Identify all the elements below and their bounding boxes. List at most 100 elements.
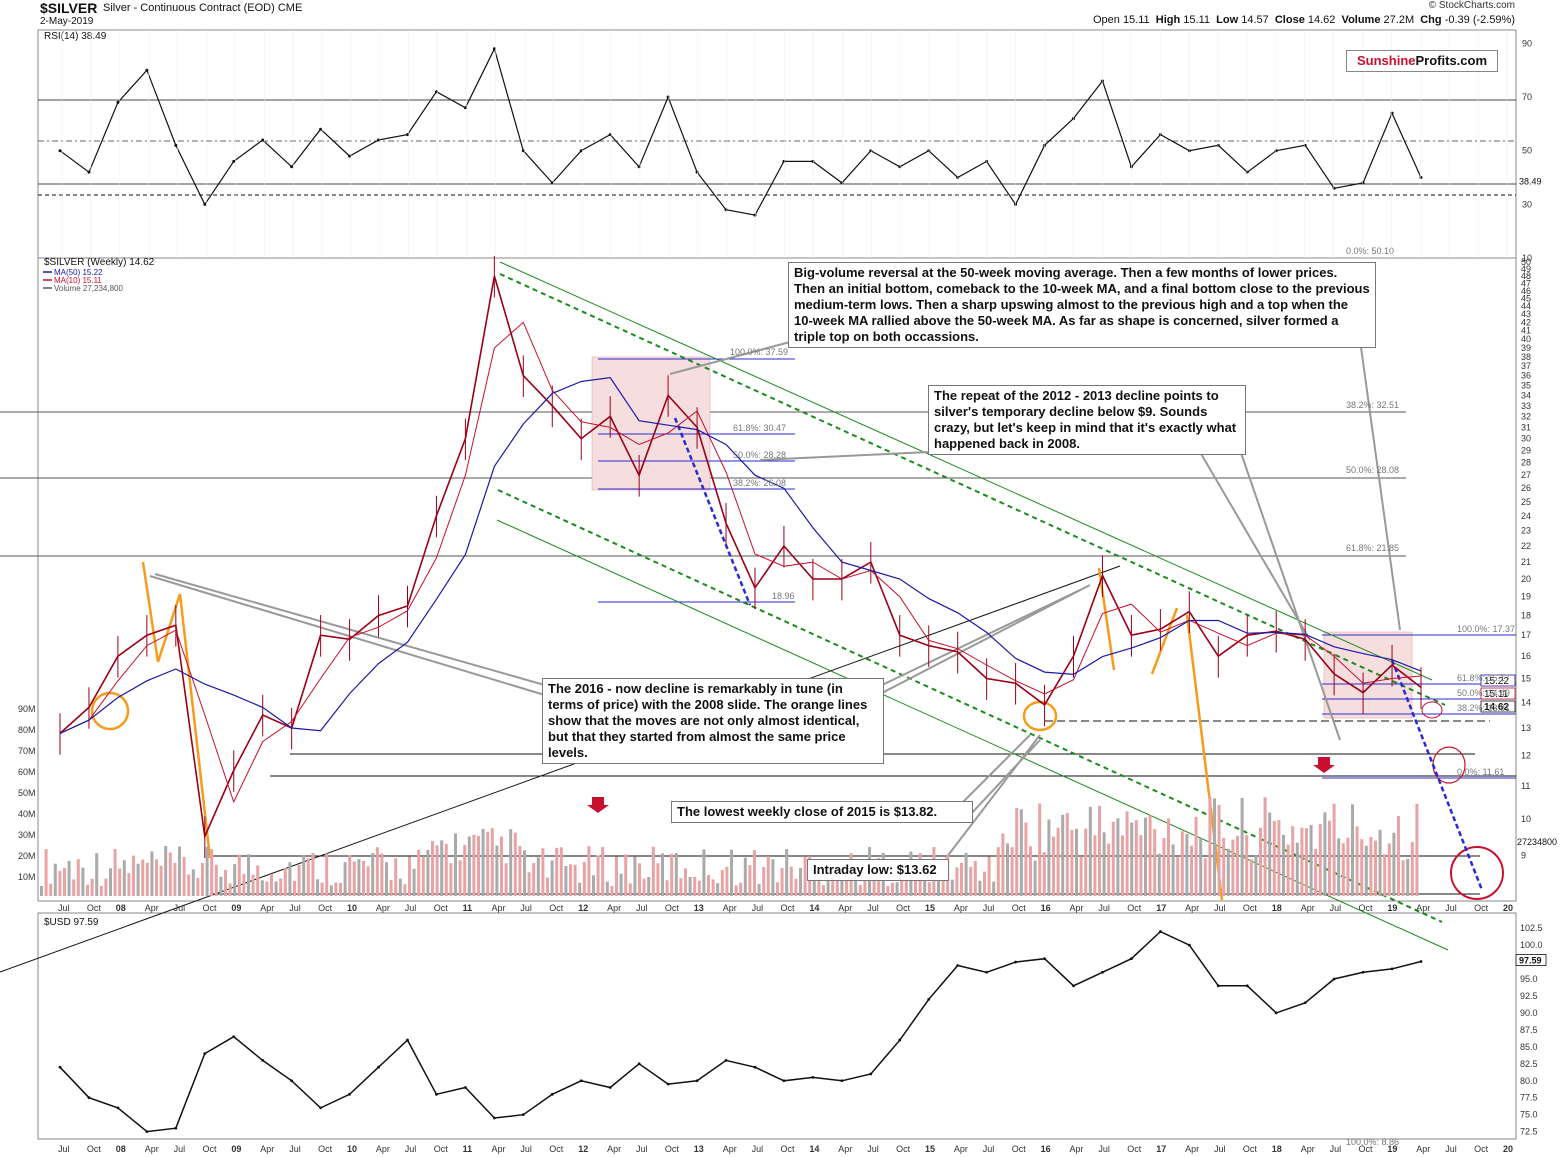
volume-bar [1249,859,1253,896]
rsi-point [521,149,525,153]
volume-bar [1355,826,1359,896]
volume-bar [237,854,241,896]
volume-bar [1387,843,1391,896]
price-label-ma50-box [1480,674,1516,687]
x-tick-label-bottom: 17 [1156,1144,1166,1154]
volume-bar [1300,827,1304,896]
x-tick-label-bottom: Oct [781,1144,796,1154]
volume-bar [1125,811,1129,896]
usd-point [724,1059,728,1062]
usd-point [637,1062,641,1066]
x-tick-label: Jul [983,903,995,913]
volume-bar [205,846,209,896]
exchange: CME [277,2,303,14]
x-tick-label-bottom: Jul [1214,1144,1226,1154]
rsi-point [58,149,62,153]
volume-bar [550,860,554,896]
volume-bar [831,880,835,896]
x-tick-label: Jul [1098,903,1110,913]
rsi-point [492,47,496,51]
volume-bar [950,879,954,896]
volume-bar [964,852,968,896]
volume-bar [1171,844,1175,896]
low-label: Low [1216,14,1239,26]
x-tick-label: Jul [58,903,70,913]
x-tick-label: Jul [1214,903,1226,913]
volume-bar [1318,824,1322,896]
volume-tick-label: 90M [18,704,36,714]
x-tick-label-bottom: 11 [463,1144,473,1154]
volume-bar [1144,817,1147,896]
volume-bar [1328,820,1331,896]
volume-bar [1107,843,1111,896]
rsi-tick-label: 50 [1522,146,1532,156]
rsi-point [927,149,931,153]
fib-label-2011: 0.0%: 50.10 [1346,246,1394,256]
x-tick-label-bottom: Apr [838,1144,852,1154]
volume-bar [385,862,388,896]
volume-bar [656,863,660,896]
x-tick-label-bottom: Jul [289,1144,301,1154]
volume-bar [757,883,761,896]
volume-bar [136,863,140,896]
x-tick-label-bottom: Oct [203,1144,218,1154]
price-tick-label: 20 [1521,574,1531,584]
chart-date: 2-May-2019 [40,16,94,27]
price-tick-label: 17 [1521,630,1531,640]
volume-bar [1309,824,1313,896]
legend-entry: MA(50) 15.22 [54,268,103,277]
usd-point [1158,930,1162,933]
volume-bar [1259,827,1262,896]
price-tick-label: 21 [1521,557,1531,567]
volume-bar [1351,804,1354,896]
volume-bar [1056,827,1060,896]
volume-bar [348,855,352,896]
x-tick-label: Apr [492,903,506,913]
volume-bar [1098,805,1101,896]
volume-bar [789,866,793,896]
volume-bar [753,850,756,896]
volume-bar [325,853,329,896]
annotation-lowest-close: The lowest weekly close of 2015 is $13.8… [671,801,973,823]
volume-bar [1226,848,1230,896]
fib-label-2011: 50.0%: 28.08 [1346,465,1399,475]
volume-bar [440,840,444,896]
x-tick-label-bottom: Jul [867,1144,879,1154]
rsi-point [87,170,91,174]
volume-bar [527,872,531,896]
volume-bar [279,878,283,896]
volume-bar [371,852,375,896]
volume-tick-label: 20M [18,851,36,861]
contract-name-text: Silver - Continuous Contract (EOD) [103,2,275,14]
volume-bar [1006,843,1009,896]
rsi-tick-label: 30 [1522,199,1532,209]
price-tick-label: 26 [1521,483,1531,493]
volume-bar [780,867,784,896]
rsi-point [377,138,381,142]
projection-lines [673,417,1484,891]
volume-bar [1286,844,1290,896]
rsi-point [1303,143,1307,147]
volume-bar [1323,812,1327,896]
volume-bar [661,853,664,896]
volume-bar [214,864,218,896]
volume-label: Volume [1341,14,1381,26]
volume-bar [1153,829,1157,896]
rsi-line [59,47,1422,216]
rsi-point [405,133,409,137]
volume-bar [513,832,517,896]
x-tick-label: Apr [145,903,159,913]
volume-bar [247,854,250,896]
price-label-ma50: 15.22 [1484,676,1509,687]
volume-bar [730,849,733,896]
volume-bar [224,869,227,896]
volume-bar [578,882,582,896]
x-tick-label: 14 [809,903,819,913]
symbol: $SILVER [40,0,98,16]
rsi-point [1245,170,1249,174]
volume-bar [546,877,549,896]
volume-bar [776,882,779,896]
x-tick-label: Jul [520,903,532,913]
volume-bar [1268,812,1272,896]
